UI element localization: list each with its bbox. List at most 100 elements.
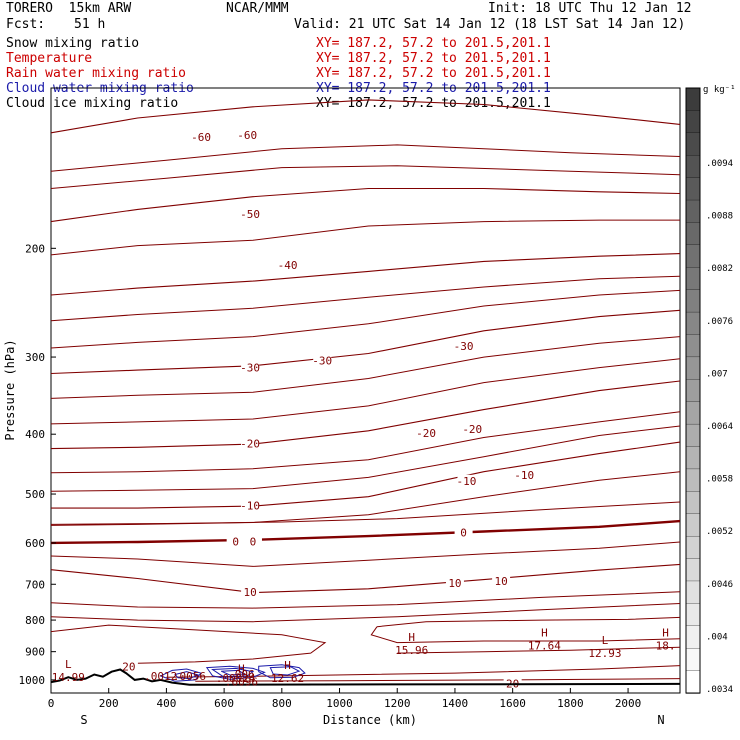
- contour-label-bg: [241, 499, 260, 511]
- contour-label: -40: [278, 259, 298, 272]
- colorbar-swatch: [685, 177, 701, 201]
- contour-label-bg: [278, 259, 297, 271]
- contour-label-bg: [417, 426, 436, 438]
- contour-label: 10: [448, 577, 461, 590]
- contour-label-bg: [192, 130, 211, 142]
- plot-frame: [50, 87, 681, 694]
- cloud-water-contour: [174, 671, 200, 680]
- temperature-contour-0: [50, 519, 681, 545]
- temperature-contour-line: [50, 471, 681, 526]
- temperature-contour-line: [50, 144, 681, 172]
- colorbar-tick-label: .004: [706, 632, 728, 642]
- terrain-layer: [50, 668, 681, 686]
- contour-label-bg: [492, 575, 511, 587]
- x-tick-label: 1000: [326, 697, 353, 710]
- extremum-H: H: [662, 627, 669, 640]
- colorbar-swatch: [685, 625, 701, 649]
- contour-label-bg: [457, 474, 476, 486]
- field-snow-name: Snow mixing ratio: [6, 36, 140, 51]
- contour-label-bg: [313, 354, 332, 366]
- forecast-label: Fcst:: [6, 17, 46, 32]
- colorbar-swatch: [685, 356, 701, 380]
- colorbar-unit: g kg⁻¹: [703, 85, 736, 95]
- model-title: TORERO 15km ARW: [6, 1, 132, 16]
- colorbar-swatch: [685, 491, 701, 515]
- contour-label: 10: [243, 586, 256, 599]
- contour-label: 0: [232, 536, 239, 549]
- contour-label-bg: [241, 437, 260, 449]
- contour-label: -20: [416, 427, 436, 440]
- extremum-value: 12.93: [588, 647, 621, 660]
- temperature-contour-line: [50, 624, 327, 664]
- contour-label-bg: [454, 526, 473, 538]
- colorbar-swatch: [685, 603, 701, 627]
- field-rain-name: Rain water mixing ratio: [6, 66, 187, 81]
- temperature-contour--50: [50, 187, 681, 223]
- contour-label: -50: [240, 208, 260, 221]
- colorbar-tick-label: .0046: [706, 580, 733, 590]
- field-rain-xy: XY= 187.2, 57.2 to 201.5,201.1: [316, 66, 551, 81]
- y-tick-label: 900: [25, 646, 45, 659]
- temperature-contour-line: [50, 541, 681, 567]
- extremum-L: L: [602, 634, 609, 647]
- y-axis: 200 300 400 500 600 700 800 900 1000: [19, 242, 56, 687]
- extremum-value: 15.96: [395, 644, 428, 657]
- cloud-water-contour: [258, 664, 306, 679]
- small-value-label: .0012: [144, 670, 177, 683]
- y-tick-label: 800: [25, 614, 45, 627]
- contour-label-bg: [454, 340, 473, 352]
- valid-time: Valid: 21 UTC Sat 14 Jan 12 (18 LST Sat …: [294, 17, 686, 32]
- x-axis: 0 200 400 600 800 1000 1200 1400 1600 1800 2000: [48, 688, 641, 710]
- temperature-contour-line: [50, 425, 681, 492]
- colorbar-swatch: [685, 580, 701, 605]
- temperature-contour-line: [50, 603, 681, 623]
- temperature-contour-line: [50, 219, 680, 256]
- colorbar-swatch: [685, 267, 701, 291]
- colorbar-swatch: [685, 446, 701, 470]
- colorbar-swatch: [685, 401, 701, 425]
- y-tick-label: 500: [25, 488, 45, 501]
- cloud-water-contours: [159, 664, 306, 682]
- y-tick-label: 1000: [19, 674, 46, 687]
- contour-label-bg: [238, 128, 257, 140]
- temperature-contour-line: [50, 165, 681, 189]
- temperature-contour--60: [50, 99, 681, 134]
- contour-label: -30: [312, 355, 332, 368]
- cloud-water-contour: [211, 667, 255, 678]
- colorbar-swatch: [685, 558, 701, 582]
- colorbar-swatch: [685, 311, 701, 336]
- colorbar-tick-label: .007: [706, 369, 728, 379]
- x-axis-right-end: N: [657, 713, 664, 727]
- field-cloudice-name: Cloud ice mixing ratio: [6, 96, 179, 111]
- temperature-contour-line: [376, 616, 681, 628]
- x-tick-label: 1200: [384, 697, 411, 710]
- contour-label: -10: [457, 475, 477, 488]
- colorbar-swatch: [685, 535, 701, 560]
- colorbar-tick-label: .0088: [706, 212, 733, 222]
- temperature-contour-line: [50, 336, 681, 399]
- temperature-contour-line: [50, 501, 681, 525]
- colorbar-swatch: [685, 468, 701, 492]
- cloud-water-contour: [220, 669, 246, 676]
- cloud-water-contour: [205, 665, 266, 680]
- contour-label: -60: [237, 129, 257, 142]
- extremum-H: H: [541, 627, 548, 640]
- colorbar-swatch: [685, 155, 701, 179]
- colorbar-swatch: [685, 334, 701, 358]
- extremum-value: .6096: [225, 675, 258, 688]
- x-tick-label: 0: [48, 697, 55, 710]
- colorbar-tick-label: .0058: [706, 475, 733, 485]
- temperature-contours: -60 -60 -50 -40 -30 -30 -30 -20 -20 -20 -10 -10 -10 0…: [50, 99, 681, 690]
- contour-label: -30: [454, 340, 474, 353]
- temperature-contour--20: [50, 380, 681, 450]
- x-tick-label: 1400: [442, 697, 469, 710]
- x-tick-label: 200: [99, 697, 119, 710]
- colorbar: .0094 .0088 .0082 .0076 .007 .0064 .0058 .0052.…: [685, 87, 733, 695]
- contour-label-bg: [119, 660, 138, 672]
- small-value-label: .006: [228, 668, 255, 681]
- colorbar-swatch: [685, 222, 701, 246]
- x-tick-label: 1800: [557, 697, 584, 710]
- contour-label-bg: [241, 586, 260, 598]
